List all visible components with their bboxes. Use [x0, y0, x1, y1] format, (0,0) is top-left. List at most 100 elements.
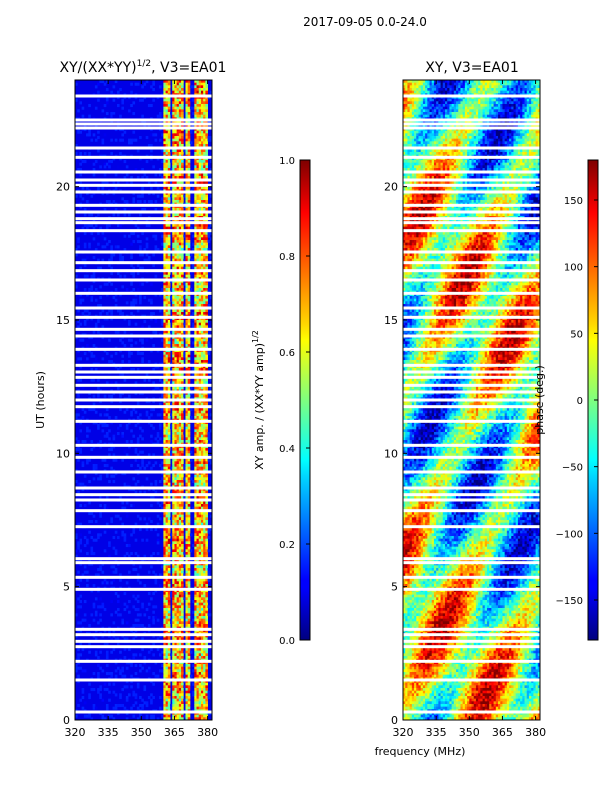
data-gap [75, 471, 212, 474]
phase-colorbar-label: phase (deg.) [533, 365, 546, 435]
data-gap [75, 229, 212, 232]
data-gap [75, 633, 212, 636]
data-gap [75, 328, 212, 331]
data-gap [403, 499, 540, 502]
data-gap [75, 371, 212, 374]
data-gap [403, 211, 540, 214]
data-gap [403, 184, 540, 187]
y-tick-label: 5 [63, 581, 70, 594]
data-gap [403, 456, 540, 459]
data-gap [75, 348, 212, 351]
data-gap [75, 493, 212, 496]
data-gap [75, 509, 212, 512]
amplitude-colorbar-bar [300, 160, 310, 640]
data-gap [403, 711, 540, 714]
y-axis-label: UT (hours) [34, 371, 47, 429]
amplitude-colorbar-label-main: XY amp. / (XX*YY amp) [253, 343, 266, 470]
x-tick-label: 320 [393, 726, 414, 739]
data-gap [75, 499, 212, 502]
data-gap [75, 217, 212, 220]
phase-panel-title: XY, V3=EA01 [425, 60, 519, 76]
data-gap [403, 376, 540, 379]
data-gap [403, 217, 540, 220]
data-gap [403, 561, 540, 564]
data-gap [75, 444, 212, 447]
data-gap [403, 384, 540, 387]
data-gap [403, 487, 540, 490]
data-gap [75, 384, 212, 387]
data-gap [75, 628, 212, 631]
data-gap [403, 179, 540, 182]
data-gap [403, 127, 540, 130]
colorbar-tick-label: 1.0 [279, 156, 295, 167]
y-tick-label: 10 [56, 447, 70, 460]
data-gap [403, 371, 540, 374]
data-gap [403, 557, 540, 560]
figure-title: 2017-09-05 0.0-24.0 [303, 15, 427, 29]
data-gap [403, 588, 540, 591]
data-gap [403, 660, 540, 663]
data-gap [75, 525, 212, 528]
data-gap [75, 399, 212, 402]
data-gap [403, 576, 540, 579]
data-gap [403, 444, 540, 447]
data-gap [75, 645, 212, 648]
data-gap [75, 364, 212, 367]
data-gap [75, 184, 212, 187]
data-gap [403, 471, 540, 474]
data-gap [403, 191, 540, 194]
data-gap [75, 251, 212, 254]
y-tick-label: 10 [384, 447, 398, 460]
data-gap [75, 679, 212, 682]
data-gap [403, 251, 540, 254]
data-gap [403, 525, 540, 528]
data-gap [403, 628, 540, 631]
data-gap [403, 279, 540, 282]
data-gap [75, 376, 212, 379]
colorbar-tick-label: 0 [577, 396, 583, 407]
data-gap [75, 179, 212, 182]
colorbar-tick-label: −100 [556, 529, 583, 540]
colorbar-tick-label: 0.6 [279, 348, 295, 359]
amplitude-colorbar-label: XY amp. / (XX*YY amp)1/2 [251, 330, 266, 470]
colorbar-tick-label: −50 [562, 463, 583, 474]
x-tick-label: 350 [131, 726, 152, 739]
data-gap [403, 171, 540, 174]
data-gap [403, 156, 540, 159]
data-gap [403, 420, 540, 423]
data-gap [403, 221, 540, 224]
data-gap [403, 640, 540, 643]
x-axis-label: frequency (MHz) [375, 745, 466, 758]
data-gap [403, 119, 540, 122]
colorbar-tick-label: 0.0 [279, 636, 295, 647]
data-gap [75, 95, 212, 98]
data-gap [75, 211, 212, 214]
y-tick-label: 20 [384, 181, 398, 194]
data-gap [75, 588, 212, 591]
data-gap [75, 557, 212, 560]
data-gap [75, 261, 212, 264]
data-gap [75, 119, 212, 122]
amplitude-title-exponent: 1/2 [137, 59, 151, 69]
colorbar-tick-label: 0.8 [279, 252, 295, 263]
data-gap [403, 307, 540, 310]
data-gap [403, 679, 540, 682]
data-gap [75, 147, 212, 150]
data-gap [403, 509, 540, 512]
data-gap [75, 156, 212, 159]
data-gap [75, 660, 212, 663]
amplitude-colorbar: 0.00.20.40.60.81.0 XY amp. / (XX*YY amp)… [251, 156, 310, 647]
data-gap [75, 171, 212, 174]
colorbar-tick-label: −150 [556, 596, 583, 607]
colorbar-tick-label: 0.2 [279, 540, 295, 551]
x-tick-label: 335 [98, 726, 119, 739]
data-gap [403, 316, 540, 319]
x-tick-label: 320 [65, 726, 86, 739]
data-gap [403, 269, 540, 272]
colorbar-tick-label: 150 [564, 196, 583, 207]
amplitude-panel-title: XY/(XX*YY)1/2, V3=EA01 [60, 59, 227, 76]
y-tick-label: 0 [63, 714, 70, 727]
data-gap [75, 269, 212, 272]
